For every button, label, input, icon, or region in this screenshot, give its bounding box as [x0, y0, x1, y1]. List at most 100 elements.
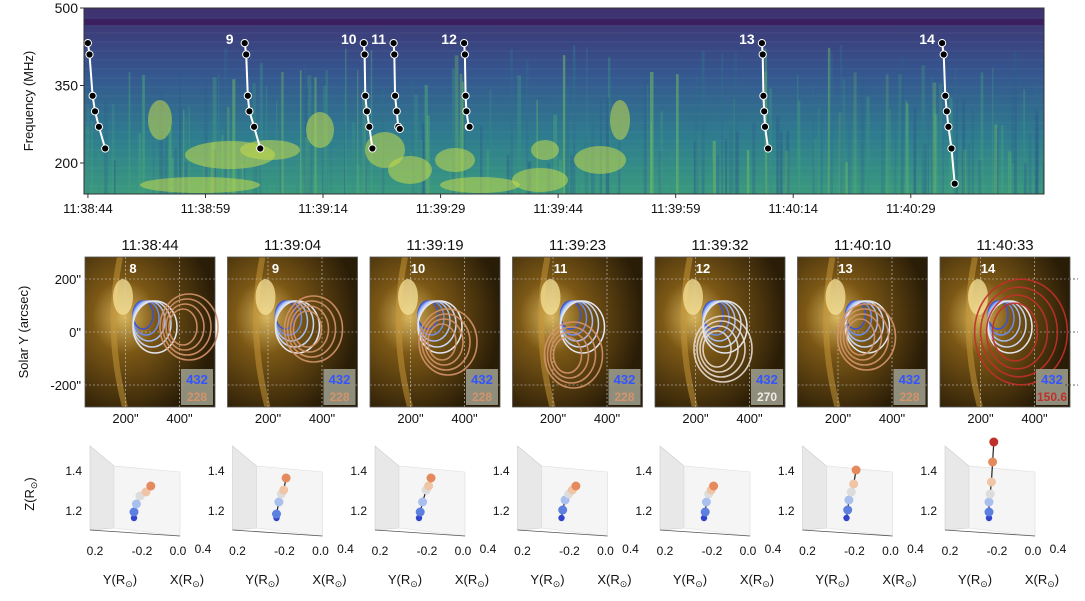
spectrum-streak [113, 160, 116, 194]
contour-low [973, 278, 1069, 386]
image-x-tick-label: 200" [967, 411, 994, 426]
image-x-tick-label: 400" [309, 411, 336, 426]
spectrum-streak [452, 69, 456, 194]
contour-high [132, 300, 178, 354]
trajectory-point [274, 497, 284, 507]
image-y-tick-label: -200" [50, 378, 81, 393]
spectrum-streak [295, 149, 300, 194]
image-x-tick-label: 400" [879, 411, 906, 426]
paren-close: ) [845, 572, 849, 587]
burst-9-point [256, 144, 265, 153]
sun-subscript: ⊙ [125, 579, 133, 589]
spectrum-streak [797, 74, 799, 194]
spectrum-streak [697, 131, 699, 194]
spectrum-streak [586, 47, 588, 194]
spectrum-streak [218, 73, 220, 194]
spectrum-streak [461, 81, 464, 194]
spectrum-streak [733, 52, 738, 194]
z-tick-label: 1.2 [350, 504, 367, 518]
x-tick-label: 0.4 [622, 542, 639, 556]
box-floor-edge [802, 529, 893, 537]
active-region [255, 279, 276, 315]
spectrum-streak [812, 85, 815, 194]
spectrum-streak [138, 133, 142, 194]
burst-13-label: 13 [739, 31, 755, 47]
burst-9-point [242, 50, 251, 59]
burst-13-point [757, 39, 767, 48]
spectrum-streak [459, 73, 463, 194]
spectrum-streak [746, 150, 750, 194]
contour-low [421, 313, 471, 371]
paren-close: ) [133, 572, 137, 587]
spectrum-streak [489, 89, 492, 194]
contour-high [987, 300, 1033, 354]
x-tick-label: 0.0 [455, 544, 472, 558]
spectrum-streak [838, 112, 842, 194]
x-tick-label: 0.0 [882, 544, 899, 558]
spectrum-streak [992, 67, 994, 194]
spectrum-streak [526, 60, 529, 194]
image-x-tick-label: 400" [451, 411, 478, 426]
burst-9-point [250, 122, 259, 131]
spectrum-streak [695, 74, 699, 194]
burst-12-point [460, 50, 469, 59]
burst-12-point [465, 122, 474, 131]
spectrum-streak [1023, 163, 1027, 194]
x-axis-label: X(R⊙) [170, 572, 204, 589]
spectrum-streak [281, 71, 284, 194]
image-panel-frame [512, 256, 643, 408]
burst-9-point [245, 107, 254, 116]
spectrum-streak [1013, 52, 1017, 194]
spectrum-streak [480, 126, 483, 194]
spectrum-streak [786, 130, 790, 194]
spectrum-streak [424, 85, 428, 194]
paren-close: ) [560, 572, 564, 587]
spectrum-streak [942, 95, 944, 194]
trajectory-point [984, 497, 994, 507]
trajectory-point [130, 514, 138, 522]
z-tick-label: 1.4 [635, 464, 652, 478]
spectrum-streak [780, 131, 783, 194]
burst-10-point [360, 50, 369, 59]
image-panel-label: 10 [411, 261, 425, 276]
paren-close: ) [912, 572, 916, 587]
y-tick-label: -0.2 [987, 544, 1008, 558]
image-panel-time: 11:40:10 [834, 237, 891, 254]
x-axis-label: X(R⊙) [312, 572, 346, 589]
burst-12-point [462, 107, 471, 116]
spectrum-streak [650, 72, 654, 194]
spectrum-streak [170, 158, 174, 194]
legend-high-freq: 432 [1041, 372, 1063, 387]
image-panel-time: 11:39:19 [406, 237, 463, 254]
contour-low [549, 331, 590, 379]
x-tick-label: 0.0 [740, 544, 757, 558]
trajectory-point [418, 497, 428, 507]
spectrum-streak [259, 63, 263, 195]
spectrum-x-tick-label: 11:39:29 [416, 201, 466, 216]
burst-8-point [85, 50, 94, 59]
spectrum-streak [111, 104, 115, 194]
spectrum-streak [894, 130, 897, 194]
spectrum-streak [85, 126, 90, 194]
trajectory-point [989, 437, 999, 447]
spectrum-streak [168, 127, 172, 194]
contour-low [552, 336, 583, 374]
spectrum-streak [881, 103, 885, 194]
y-tick-label: 0.2 [229, 544, 246, 558]
spectrum-streak [304, 64, 306, 194]
burst-11-point [391, 91, 400, 100]
contour-low [418, 308, 478, 376]
box-floor-edge [517, 529, 608, 537]
spectrum-streak [322, 106, 324, 194]
contour-low [693, 315, 753, 383]
spectrum-streak [421, 122, 426, 194]
spectrum-y-tick-label: 350 [55, 78, 79, 94]
burst-14-label: 14 [919, 31, 935, 47]
contour-low [165, 303, 205, 351]
scatter-panel-1: 1.4 1.2 0.2 -0.2 0.0 0.4 Y(R⊙) X(R⊙) [65, 445, 212, 589]
trajectory-point [849, 479, 859, 489]
image-panel-time: 11:39:04 [264, 237, 321, 254]
y-tick-label: 0.2 [372, 544, 389, 558]
legend-high-freq: 432 [756, 372, 778, 387]
spectrum-streak [866, 96, 870, 194]
